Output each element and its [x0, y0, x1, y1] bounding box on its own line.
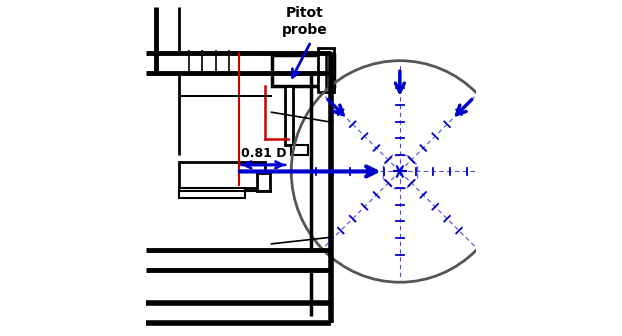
- Bar: [318, 48, 334, 92]
- Text: Pitot
probe: Pitot probe: [282, 6, 327, 37]
- Bar: [179, 162, 265, 188]
- Bar: [272, 55, 334, 86]
- Bar: [285, 86, 293, 145]
- Bar: [326, 53, 334, 88]
- Bar: [179, 188, 245, 198]
- Bar: [291, 145, 308, 155]
- Bar: [257, 173, 270, 191]
- Text: 0.81 D: 0.81 D: [241, 147, 286, 160]
